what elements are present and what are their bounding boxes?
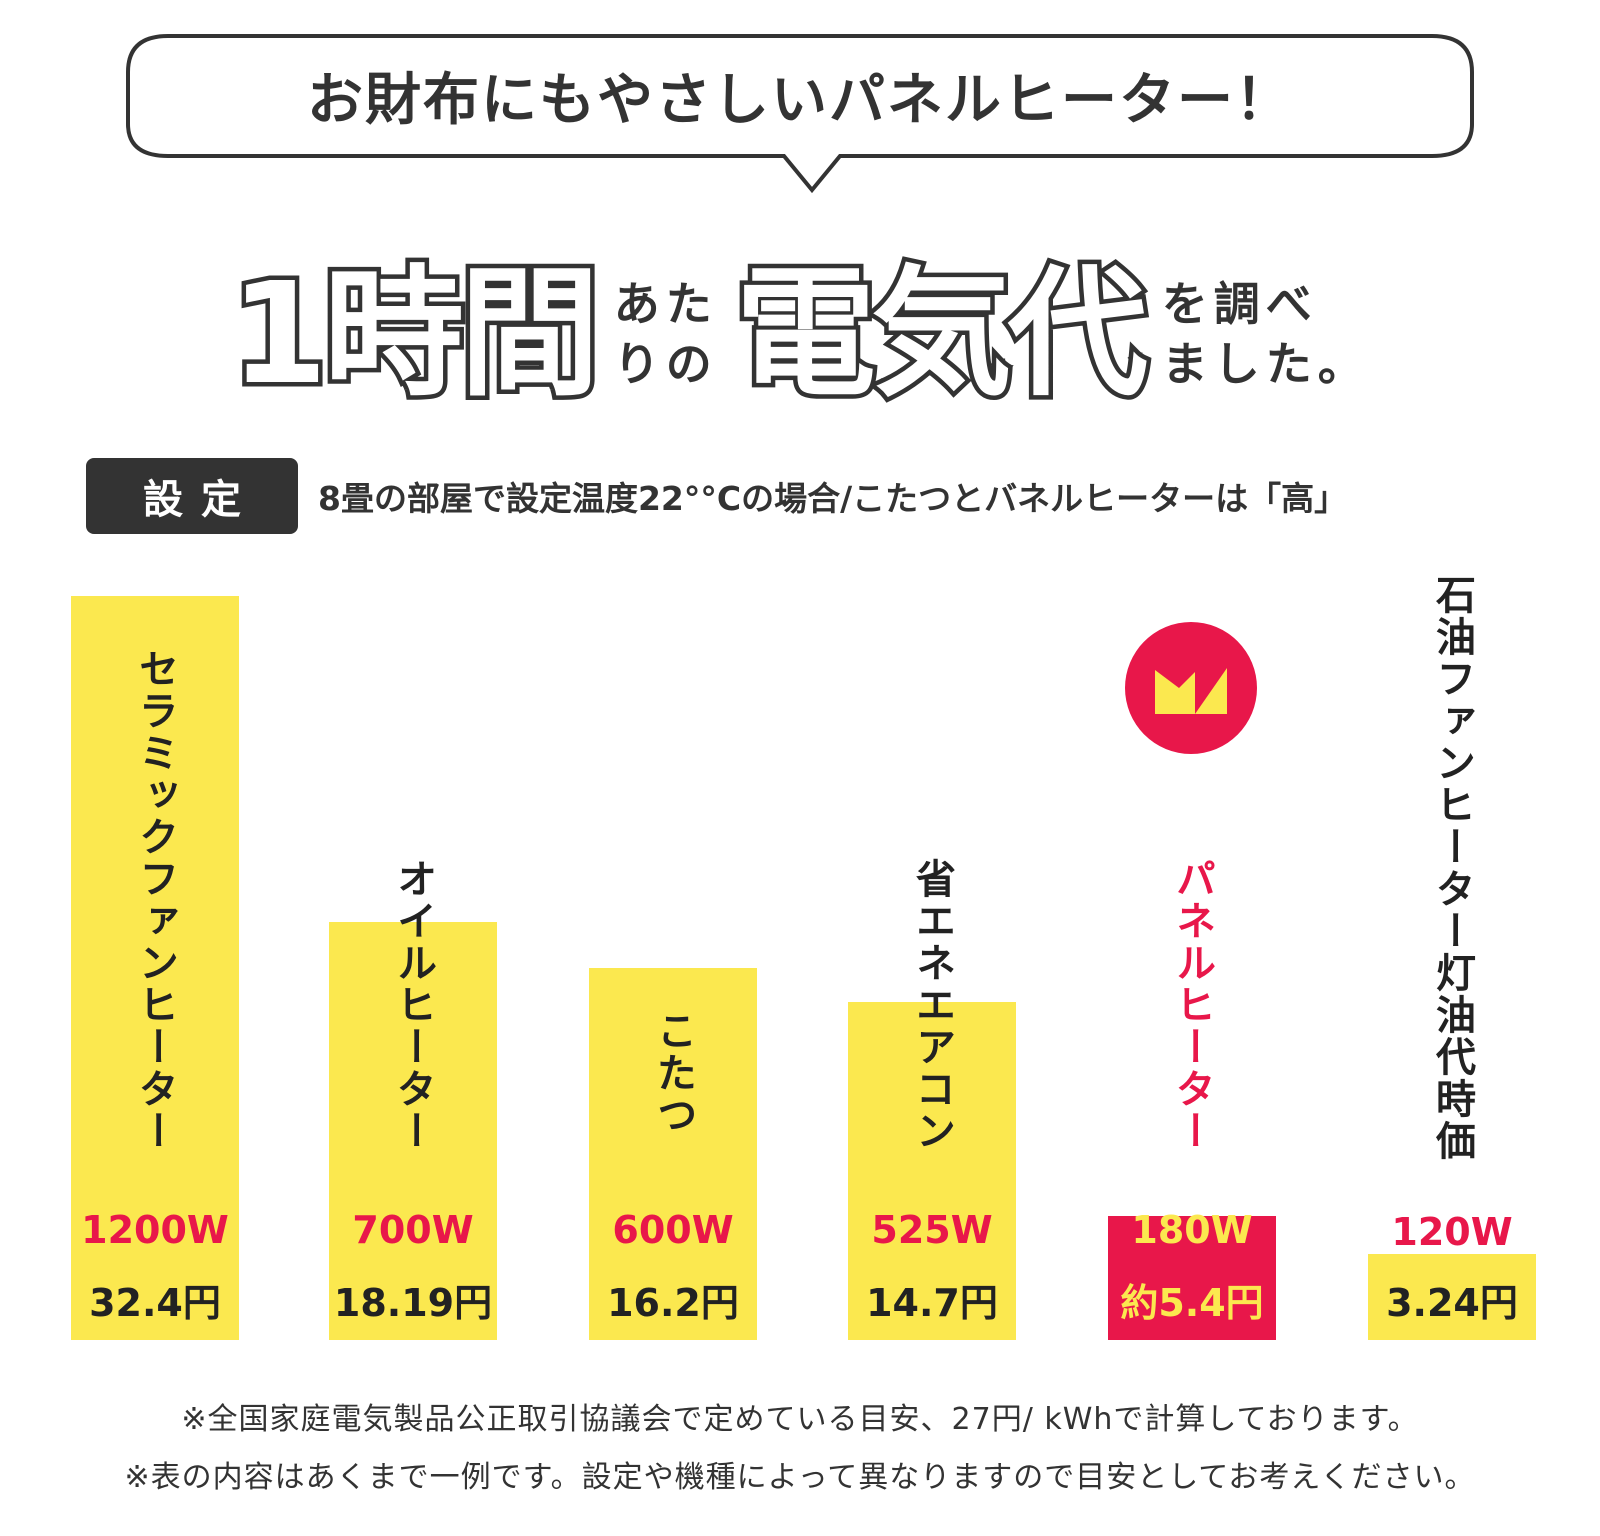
category-label-3: こたつ: [650, 1010, 696, 1136]
bar-4: [848, 1002, 1016, 1340]
cost-label-3: 16.2円: [607, 1281, 739, 1325]
cost-label-5: 約5.4円: [1120, 1281, 1264, 1325]
headline-one-hour: 1時間: [226, 253, 604, 416]
bar-6: [1368, 1254, 1536, 1340]
bar-1: [71, 596, 239, 1340]
category-label-2: オイルヒーター: [390, 858, 436, 1152]
bar-5: [1108, 1216, 1276, 1340]
bubble-outline: [126, 34, 1474, 194]
headline-investigated-top: を調べ: [1161, 277, 1318, 332]
settings-badge: 設定: [86, 458, 298, 534]
watt-label-6: 120W: [1391, 1210, 1513, 1254]
category-label-6: 石油ファンヒーター灯油代時価: [1429, 574, 1475, 1162]
bar-2: [329, 922, 497, 1340]
footnote-disclaimer: ※表の内容はあくまで一例です。設定や機種によって異なりますので目安としてお考えく…: [124, 1460, 1476, 1495]
headline-per-bottom: りの: [613, 337, 718, 391]
watt-label-5: 180W: [1131, 1208, 1253, 1252]
category-label-4: 省エネエアコン: [909, 858, 955, 1152]
watt-label-1: 1200W: [81, 1208, 229, 1252]
banner-bubble: [126, 34, 1474, 194]
category-label-5: パネルヒーター: [1169, 858, 1215, 1152]
headline: 1時間 あた りの 電気代 を調べ ました。: [0, 250, 1600, 420]
watt-label-3: 600W: [612, 1208, 734, 1252]
footnote-rate: ※全国家庭電気製品公正取引協議会で定めている目安、27円/ kWhで計算しており…: [181, 1402, 1419, 1437]
watt-label-2: 700W: [352, 1208, 474, 1252]
brand-logo-icon: [1125, 622, 1257, 754]
cost-label-1: 32.4円: [89, 1281, 221, 1325]
cost-label-6: 3.24円: [1386, 1281, 1518, 1325]
headline-per: あた りの: [614, 275, 718, 395]
headline-per-top: あた: [613, 277, 718, 332]
headline-investigated: を調べ ました。: [1162, 275, 1370, 395]
bar-3: [589, 968, 757, 1340]
cost-label-4: 14.7円: [866, 1281, 998, 1325]
cost-label-2: 18.19円: [333, 1281, 493, 1325]
banner-title: お財布にもやさしいパネルヒーター！: [307, 67, 1293, 133]
category-label-1: セラミックファンヒーター: [132, 648, 178, 1152]
headline-electricity-cost: 電気代: [731, 253, 1152, 416]
watt-label-4: 525W: [871, 1208, 993, 1252]
headline-investigated-bottom: ました。: [1161, 337, 1370, 391]
settings-conditions: 8畳の部屋で設定温度22°°Cの場合/こたつとバネルヒーターは「高」: [318, 479, 1348, 518]
